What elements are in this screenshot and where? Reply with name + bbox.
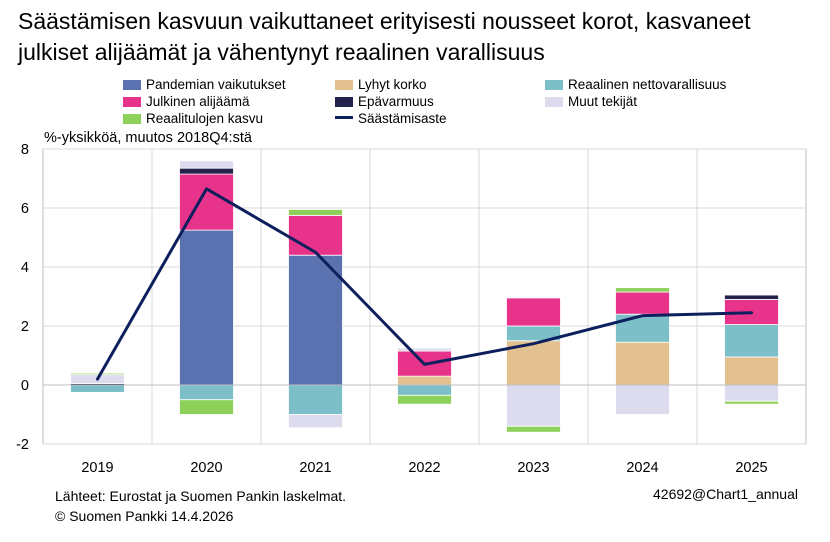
bar-segment	[179, 167, 234, 175]
y-tick-label: -2	[16, 437, 29, 453]
bar-segment	[506, 425, 561, 433]
bar-segment	[506, 297, 561, 327]
bar-segment	[724, 294, 779, 300]
legend-swatch	[545, 97, 563, 107]
x-tick-label: 2023	[517, 460, 549, 476]
bar-segment	[724, 400, 779, 405]
bar-segment	[397, 347, 452, 352]
chart-title: Säästämisen kasvuun vaikuttaneet erityis…	[18, 8, 751, 65]
x-tick-label: 2024	[626, 460, 658, 476]
bar-segment	[615, 341, 670, 386]
bar-segment	[615, 384, 670, 415]
bar-segment	[724, 356, 779, 386]
x-tick-label: 2021	[299, 460, 331, 476]
legend-swatch	[335, 80, 353, 90]
bar-segment	[70, 372, 125, 376]
legend-swatch	[123, 80, 141, 90]
legend-label: Lyhyt korko	[358, 77, 427, 92]
legend-swatch	[123, 114, 141, 124]
bar-segment	[615, 313, 670, 343]
bar-segment	[615, 287, 670, 293]
bar-segment	[397, 375, 452, 386]
y-tick-label: 2	[21, 319, 29, 335]
legend-item: Säästämisaste	[335, 110, 447, 127]
bar-segment	[724, 324, 779, 358]
legend-item: Lyhyt korko	[335, 76, 427, 93]
bar-segment	[179, 229, 234, 386]
x-tick-label: 2025	[735, 460, 767, 476]
legend-swatch	[335, 116, 353, 119]
y-tick-label: 4	[21, 260, 29, 276]
legend-label: Reaalinen nettovarallisuus	[568, 77, 727, 92]
legend-swatch	[335, 97, 353, 107]
bar-segment	[288, 384, 343, 415]
bar-segment	[397, 394, 452, 405]
bar-segment	[288, 254, 343, 386]
y-tick-label: 6	[21, 201, 29, 217]
legend-label: Epävarmuus	[358, 94, 434, 109]
savings-rate-line	[96, 187, 753, 381]
legend-swatch	[545, 80, 563, 90]
bar-segment	[724, 384, 779, 402]
bar-segment	[179, 399, 234, 415]
bar-segment	[70, 384, 125, 393]
legend-label: Säästämisaste	[358, 111, 447, 126]
source-note: Lähteet: Eurostat ja Suomen Pankin laske…	[55, 488, 347, 504]
legend-swatch	[123, 97, 141, 107]
bar-segment	[288, 209, 343, 216]
bar-segment	[506, 384, 561, 427]
bar-segment	[397, 384, 452, 396]
legend-item: Reaalinen nettovarallisuus	[545, 76, 726, 93]
bar-segment	[179, 384, 234, 401]
legend-label: Pandemian vaikutukset	[146, 77, 286, 92]
y-tick-label: 0	[21, 378, 29, 394]
bar-segment	[179, 160, 234, 169]
units-label: %-yksikköä, muutos 2018Q4:stä	[44, 130, 252, 146]
copyright-note: © Suomen Pankki 14.4.2026	[55, 508, 234, 524]
bar-segment	[288, 214, 343, 256]
y-tick-label: 8	[21, 142, 29, 158]
chart-id: 42692@Chart1_annual	[653, 486, 798, 502]
legend-item: Reaalitulojen kasvu	[123, 110, 263, 127]
bar-segment	[615, 291, 670, 315]
legend: Pandemian vaikutukset Lyhyt korko Reaaline…	[123, 76, 813, 130]
legend-label: Reaalitulojen kasvu	[146, 111, 264, 126]
legend-label: Muut tekijät	[568, 94, 638, 109]
legend-item: Epävarmuus	[335, 93, 434, 110]
x-tick-label: 2020	[190, 460, 222, 476]
x-tick-label: 2019	[81, 460, 113, 476]
legend-item: Pandemian vaikutukset	[123, 76, 286, 93]
legend-item: Julkinen alijäämä	[123, 93, 250, 110]
bar-segment	[288, 414, 343, 429]
legend-item: Muut tekijät	[545, 93, 637, 110]
legend-label: Julkinen alijäämä	[146, 94, 250, 109]
x-tick-label: 2022	[408, 460, 440, 476]
